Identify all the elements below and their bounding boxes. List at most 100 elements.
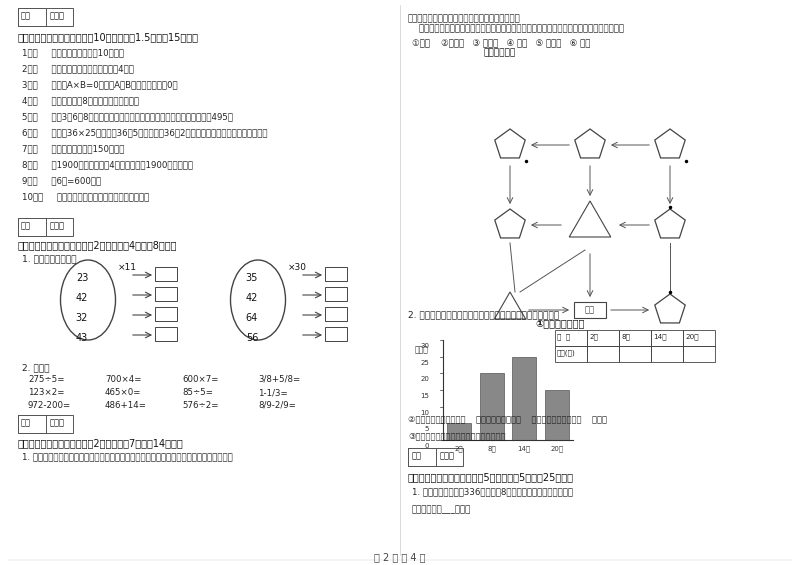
Text: 6．（     ）计算36×25时，先把36和5相乘，再把36和2相乘，最后把两次乘积的结果相加。: 6．（ ）计算36×25时，先把36和5相乘，再把36和2相乘，最后把两次乘积的… [22, 128, 267, 137]
Text: 1. 走进动物园大门，正北面是狮子山和猫猫馆，狮子山的东侧是飞禽馆，西侧是猫园，大象: 1. 走进动物园大门，正北面是狮子山和猫猫馆，狮子山的东侧是飞禽馆，西侧是猫园，… [22, 452, 233, 461]
Text: 4．（     ）一个两位乘8，积一定也是两为数。: 4．（ ）一个两位乘8，积一定也是两为数。 [22, 96, 139, 105]
Bar [18, 218, 73, 236]
Text: 2. 下面是气温自测仪上记录的某天四个不同时间的气温情况：: 2. 下面是气温自测仪上记录的某天四个不同时间的气温情况： [408, 310, 559, 319]
Text: ①根据统计图填表: ①根据统计图填表 [535, 318, 585, 328]
Bar [18, 8, 46, 26]
Bar [408, 448, 463, 466]
Bar [683, 346, 715, 362]
Text: 5: 5 [425, 427, 429, 432]
Text: 时  间: 时 间 [557, 333, 570, 340]
Text: 8时: 8时 [621, 333, 630, 340]
Text: 576÷2=: 576÷2= [182, 401, 218, 410]
Bar [18, 415, 73, 433]
Text: 15: 15 [420, 393, 429, 399]
Text: 三、仔细推敲，正确判断（共10小题，每题1.5分，共15分）。: 三、仔细推敲，正确判断（共10小题，每题1.5分，共15分）。 [18, 32, 199, 42]
Bar [325, 327, 347, 341]
Text: 1．（     ）小明家客厅面积是10公顷。: 1．（ ）小明家客厅面积是10公顷。 [22, 48, 124, 57]
Text: ×30: ×30 [288, 263, 307, 272]
Text: 10．（     ）长方形的周长就是它四条边长度的和。: 10．（ ）长方形的周长就是它四条边长度的和。 [22, 192, 150, 201]
Text: 评卷人: 评卷人 [50, 11, 65, 20]
Text: 600×7=: 600×7= [182, 375, 218, 384]
Text: 9．（     ）6分=600秒。: 9．（ ）6分=600秒。 [22, 176, 101, 185]
Text: 32: 32 [76, 313, 88, 323]
Text: 700×4=: 700×4= [105, 375, 142, 384]
Text: 8时: 8时 [487, 445, 496, 451]
Text: 馆和鱼馆的场地分别在动物园的东北角和西北角。: 馆和鱼馆的场地分别在动物园的东北角和西北角。 [408, 14, 521, 23]
Text: 8．（     ）1900年的年份数是4的倍数，所以1900年是闰年。: 8．（ ）1900年的年份数是4的倍数，所以1900年是闰年。 [22, 160, 193, 169]
Text: ③实际算一算，这天的平均气温是多少度？: ③实际算一算，这天的平均气温是多少度？ [408, 431, 506, 440]
Bar [18, 218, 46, 236]
Text: 评卷人: 评卷人 [440, 451, 455, 460]
Text: 85÷5=: 85÷5= [182, 388, 213, 397]
Bar [555, 346, 587, 362]
Bar [555, 330, 587, 346]
Text: 35: 35 [246, 273, 258, 283]
Text: 2时: 2时 [455, 445, 463, 451]
Text: （度）: （度） [415, 345, 429, 354]
Text: 5．（     ）用3、6、8这三个数字组成的最大三位数与最小三位数，它们相差495。: 5．（ ）用3、6、8这三个数字组成的最大三位数与最小三位数，它们相差495。 [22, 112, 233, 121]
Text: 得分: 得分 [21, 11, 31, 20]
Bar [325, 287, 347, 301]
Text: 10: 10 [420, 410, 429, 416]
Text: 123×2=: 123×2= [28, 388, 65, 397]
Text: 1. 算一算，填一填。: 1. 算一算，填一填。 [22, 254, 77, 263]
Bar [545, 390, 569, 440]
Text: 2．（     ）正方形的周长是它的边长的4倍。: 2．（ ）正方形的周长是它的边长的4倍。 [22, 64, 134, 73]
Bar [479, 373, 504, 440]
Text: 8/9-2/9=: 8/9-2/9= [258, 401, 296, 410]
Text: 得分: 得分 [412, 451, 422, 460]
Text: 42: 42 [76, 293, 88, 303]
Text: 评卷人: 评卷人 [50, 221, 65, 230]
Bar [587, 330, 619, 346]
Text: 答：每集播放___分钟。: 答：每集播放___分钟。 [412, 505, 471, 514]
Text: ①狮山    ②猫猫馆   ③ 飞禽馆   ④ 猫园   ⑤ 大象馆   ⑥ 鱼馆: ①狮山 ②猫猫馆 ③ 飞禽馆 ④ 猫园 ⑤ 大象馆 ⑥ 鱼馆 [412, 38, 590, 47]
Text: 972-200=: 972-200= [28, 401, 71, 410]
Text: 14时: 14时 [653, 333, 666, 340]
Bar [619, 330, 651, 346]
Bar [155, 327, 177, 341]
Text: 五、认真思考，综合能力（共2小题，每题7分，共14分）。: 五、认真思考，综合能力（共2小题，每题7分，共14分）。 [18, 438, 184, 448]
Text: 0: 0 [425, 443, 429, 449]
Text: 得分: 得分 [21, 221, 31, 230]
Bar [325, 267, 347, 281]
Text: 2. 口算：: 2. 口算： [22, 363, 50, 372]
Text: 20时: 20时 [685, 333, 698, 340]
Text: 25: 25 [420, 360, 429, 366]
Text: 1-1/3=: 1-1/3= [258, 388, 288, 397]
Text: ②这一天的最高气温是（    ）度，最低气温是（    ）度，平均气温大约（    ）度。: ②这一天的最高气温是（ ）度，最低气温是（ ）度，平均气温大约（ ）度。 [408, 415, 607, 424]
Bar [155, 287, 177, 301]
Text: 14时: 14时 [518, 445, 530, 451]
Text: 42: 42 [246, 293, 258, 303]
Text: 30: 30 [420, 343, 429, 349]
Text: 64: 64 [246, 313, 258, 323]
Text: 3/8+5/8=: 3/8+5/8= [258, 375, 300, 384]
Bar [155, 307, 177, 321]
Bar [18, 8, 73, 26]
Text: 得分: 得分 [21, 418, 31, 427]
Bar [325, 307, 347, 321]
Text: 根据小强的描述，请你把这些动物场馆所在的位置，在动物园的导游图上用序号表示出来。: 根据小强的描述，请你把这些动物场馆所在的位置，在动物园的导游图上用序号表示出来。 [408, 24, 624, 33]
Text: 20: 20 [420, 376, 429, 383]
Text: ×11: ×11 [118, 263, 137, 272]
Text: 1. 一部儿童电视剧共336分钟，分8集播放，每集播放多长时间？: 1. 一部儿童电视剧共336分钟，分8集播放，每集播放多长时间？ [412, 487, 573, 496]
Text: 20时: 20时 [550, 445, 563, 451]
Text: 56: 56 [246, 333, 258, 343]
Bar [155, 267, 177, 281]
Text: 四、看清题目，细心计算（共2小题，每题4分，共8分）。: 四、看清题目，细心计算（共2小题，每题4分，共8分）。 [18, 240, 178, 250]
Text: 23: 23 [76, 273, 88, 283]
Bar [574, 302, 606, 318]
Text: 43: 43 [76, 333, 88, 343]
Text: 第 2 页 共 4 页: 第 2 页 共 4 页 [374, 552, 426, 562]
Text: 3．（     ）如果A×B=0，那么A和B中至少有一个是0。: 3．（ ）如果A×B=0，那么A和B中至少有一个是0。 [22, 80, 178, 89]
Bar [683, 330, 715, 346]
Bar [512, 357, 536, 440]
Text: 7．（     ）一本故事书约重150千克。: 7．（ ）一本故事书约重150千克。 [22, 144, 124, 153]
Bar [408, 448, 436, 466]
Text: 275÷5=: 275÷5= [28, 375, 65, 384]
Text: 465×0=: 465×0= [105, 388, 142, 397]
Text: 六、活用知识，解决问题（共5小题，每题5分，共25分）。: 六、活用知识，解决问题（共5小题，每题5分，共25分）。 [408, 472, 574, 482]
Text: 大门: 大门 [585, 306, 595, 315]
Text: 486+14=: 486+14= [105, 401, 147, 410]
Bar [619, 346, 651, 362]
Bar [651, 346, 683, 362]
